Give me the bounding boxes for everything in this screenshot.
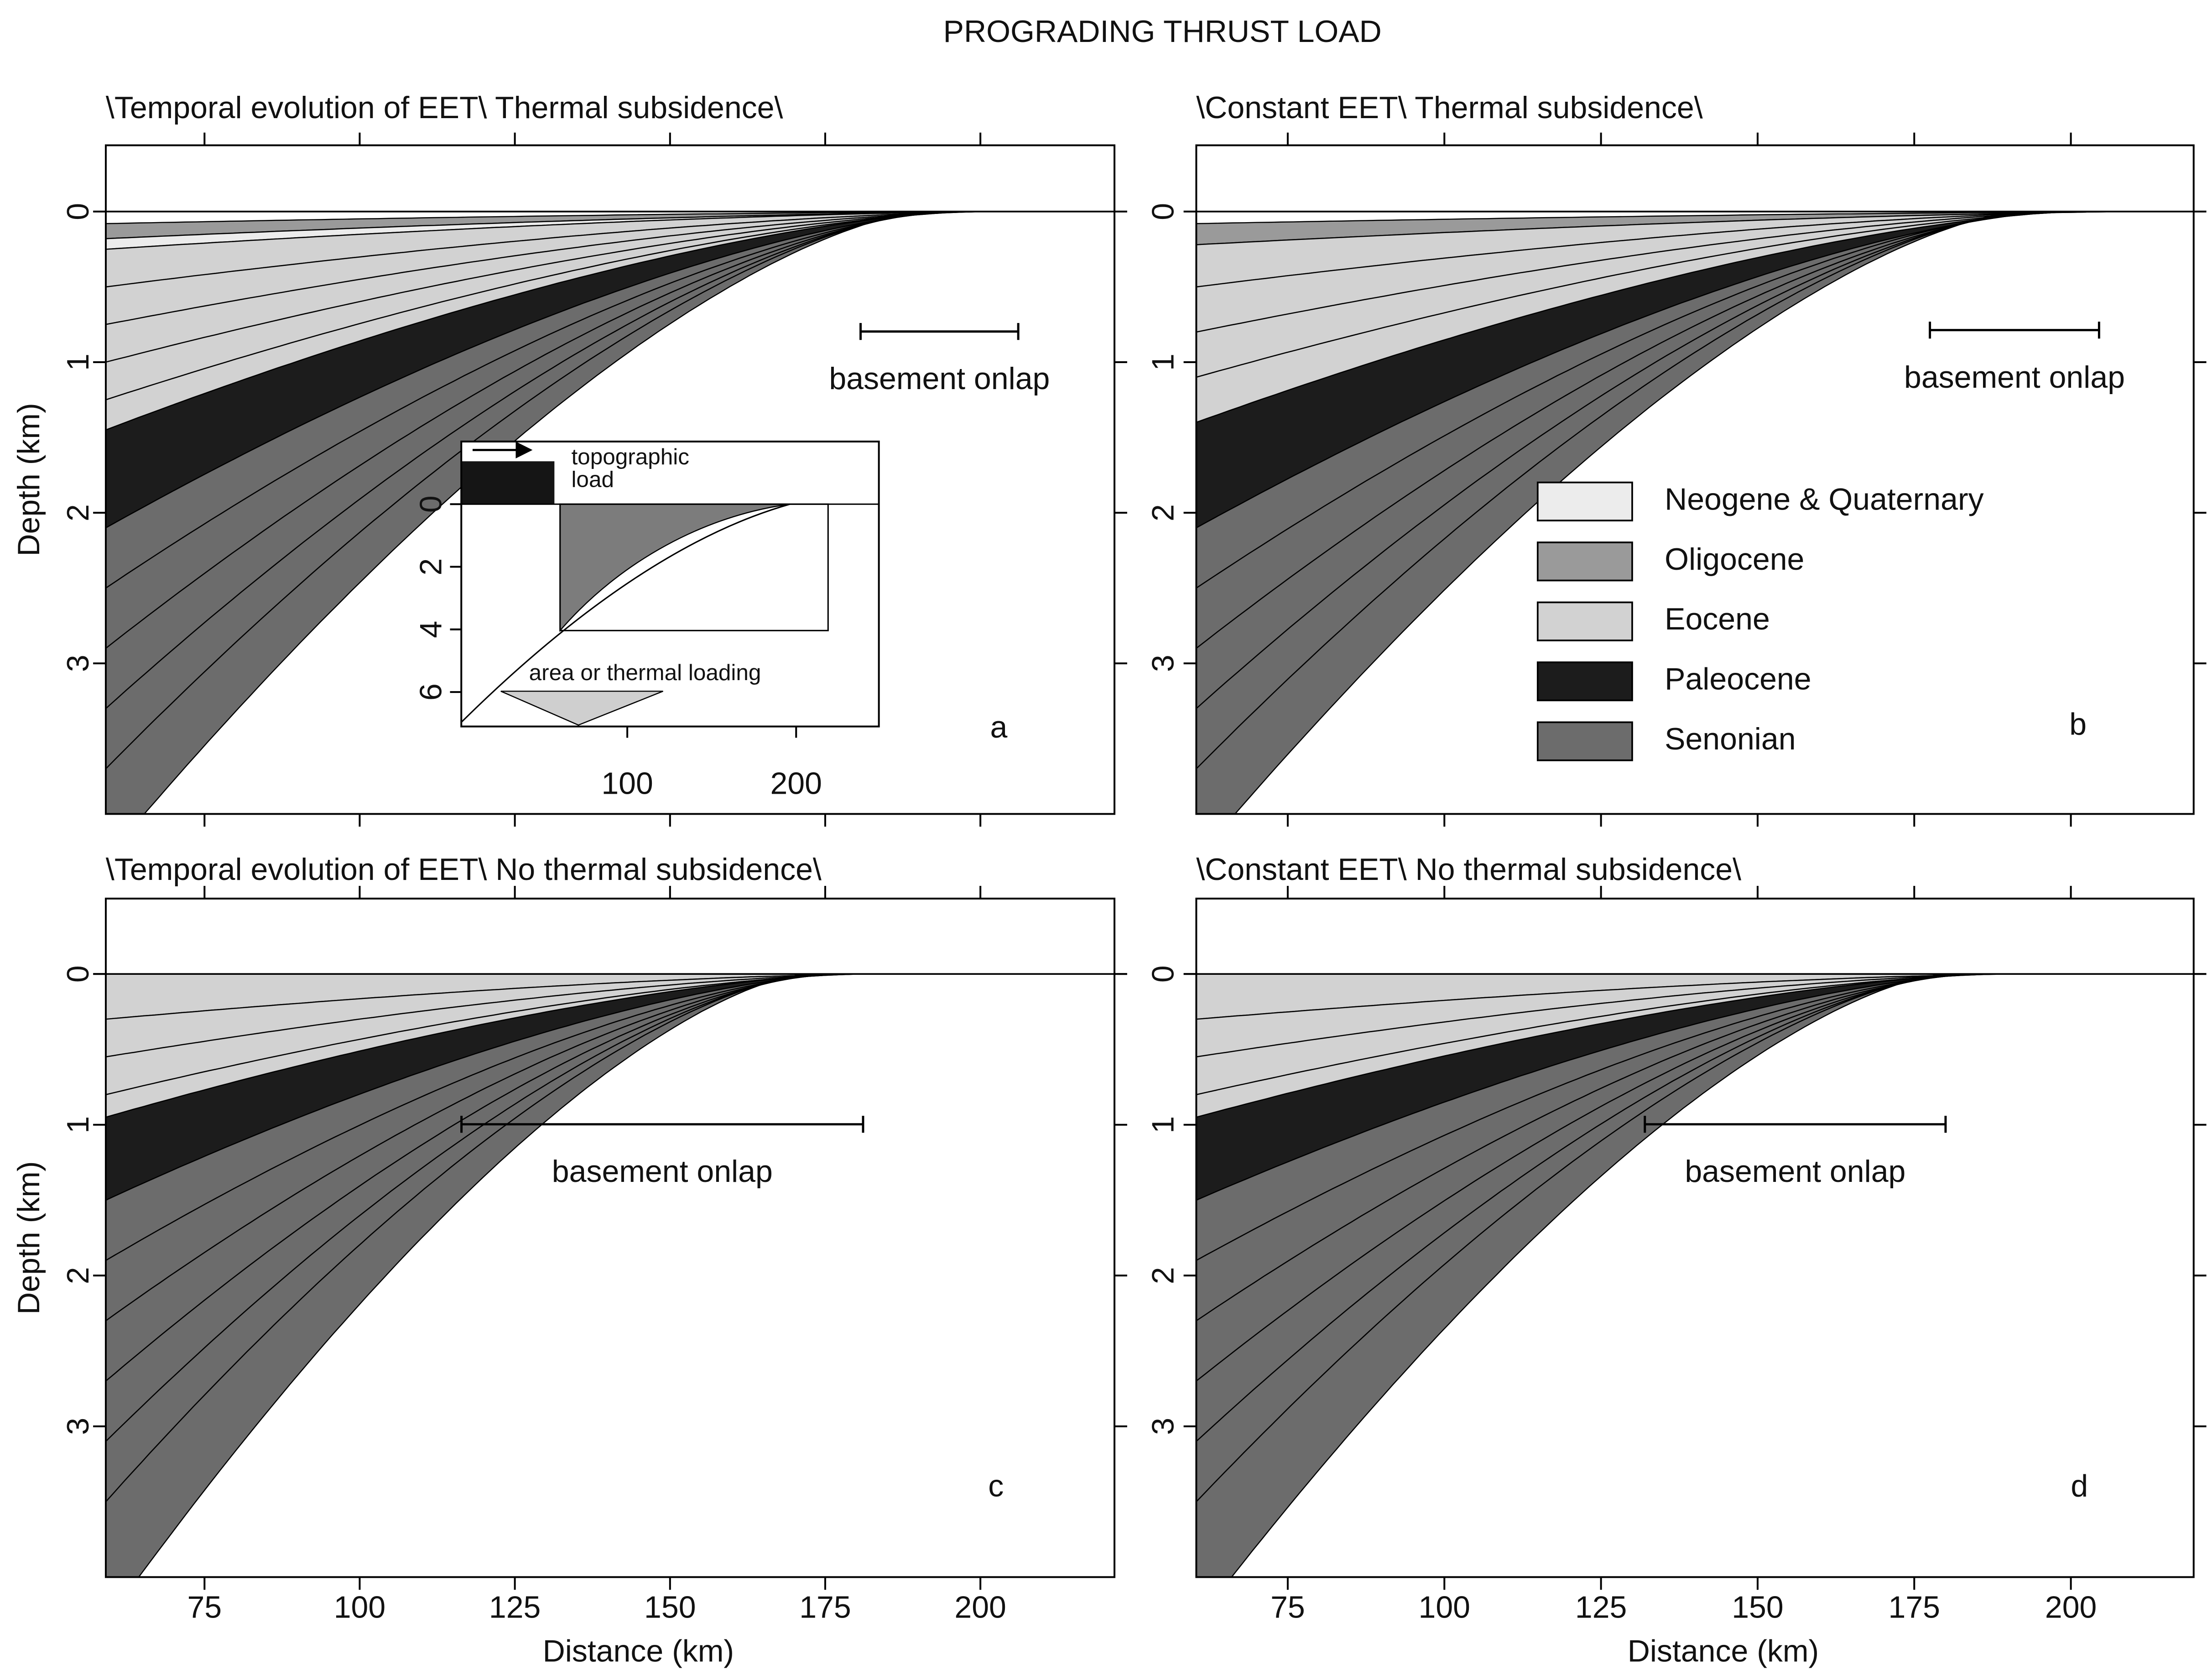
y-tick-label: 1	[1145, 1116, 1180, 1134]
legend-swatch	[1536, 721, 1633, 761]
y-tick-label: 1	[61, 1116, 95, 1134]
x-tick-label: 175	[1889, 1590, 1940, 1624]
inset-basement	[461, 503, 791, 723]
inset-y-tick-label: 6	[413, 683, 448, 701]
onlap-bar	[1644, 1116, 1947, 1133]
x-tick-label: 125	[1575, 1590, 1627, 1624]
strata	[105, 973, 888, 1577]
figure-title: PROGRADING THRUST LOAD	[943, 14, 1382, 49]
y-tick-label: 1	[61, 354, 95, 371]
onlap-label: basement onlap	[552, 1154, 773, 1189]
x-axis-label: Distance (km)	[543, 1633, 734, 1668]
panel-title: \Temporal evolution of EET\ Thermal subs…	[106, 90, 783, 125]
y-tick-label: 2	[61, 504, 95, 521]
y-tick-label: 2	[1145, 1267, 1180, 1284]
onlap-label: basement onlap	[1685, 1154, 1905, 1189]
plot-frame	[104, 144, 1116, 815]
x-tick-label: 200	[954, 1590, 1006, 1624]
y-tick-label: 1	[1145, 354, 1180, 371]
x-axis-label: Distance (km)	[1628, 1633, 1819, 1668]
inset-load-label: load	[571, 467, 614, 492]
legend-label: Eocene	[1665, 602, 1770, 636]
panel-title: \Constant EET\ Thermal subsidence\	[1196, 90, 1702, 125]
panel-title: \Temporal evolution of EET\ No thermal s…	[106, 852, 822, 887]
inset-load-label: topographic	[571, 444, 689, 469]
x-tick-label: 75	[187, 1590, 222, 1624]
legend-label: Senonian	[1665, 722, 1796, 756]
legend-swatch	[1536, 661, 1633, 702]
y-tick-label: 3	[1145, 655, 1180, 672]
inset-y-tick-label: 4	[413, 621, 448, 638]
legend-swatch	[1536, 601, 1633, 641]
y-tick-label: 3	[61, 1418, 95, 1435]
y-tick-label: 3	[61, 655, 95, 672]
y-tick-label: 0	[1145, 203, 1180, 220]
y-tick-label: 2	[1145, 504, 1180, 521]
x-tick-label: 125	[489, 1590, 541, 1624]
panel-title: \Constant EET\ No thermal subsidence\	[1196, 852, 1741, 887]
x-tick-label: 100	[1419, 1590, 1470, 1624]
y-tick-label: 0	[61, 965, 95, 983]
legend-swatch	[1536, 541, 1633, 582]
x-tick-label: 100	[334, 1590, 385, 1624]
strata	[1196, 211, 2165, 814]
onlap-label: basement onlap	[829, 361, 1050, 396]
topographic-load	[461, 461, 555, 505]
onlap-bar	[859, 323, 1020, 340]
plot-frame	[1195, 897, 2195, 1578]
panel-label: c	[988, 1469, 1004, 1503]
legend-label: Neogene & Quaternary	[1665, 482, 1984, 516]
inset-x-tick-label: 200	[770, 766, 822, 801]
x-tick-label: 200	[2045, 1590, 2097, 1624]
plot-frame	[104, 897, 1116, 1578]
legend-label: Oligocene	[1665, 542, 1804, 577]
inset-wedge	[559, 503, 790, 632]
y-axis-label: Depth (km)	[11, 1161, 46, 1314]
onlap-bar	[460, 1116, 864, 1133]
legend-swatch	[1536, 481, 1633, 521]
inset-y-tick-label: 2	[413, 558, 448, 576]
y-tick-label: 0	[1145, 965, 1180, 983]
x-tick-label: 150	[644, 1590, 696, 1624]
y-tick-label: 3	[1145, 1418, 1180, 1435]
y-tick-label: 2	[61, 1267, 95, 1284]
inset-thermal-label: area or thermal loading	[529, 660, 761, 685]
inset-y-tick-label: 0	[413, 495, 448, 513]
thermal-area	[500, 691, 663, 726]
legend-label: Paleocene	[1665, 662, 1811, 697]
panel-label: d	[2071, 1469, 2088, 1503]
y-tick-label: 0	[61, 203, 95, 220]
panel-label: b	[2069, 707, 2087, 742]
onlap-label: basement onlap	[1904, 360, 2125, 395]
x-tick-label: 75	[1270, 1590, 1305, 1624]
inset-frame	[460, 440, 880, 728]
onlap-bar	[1929, 322, 2100, 339]
x-tick-label: 150	[1732, 1590, 1783, 1624]
plot-frame	[1195, 144, 2195, 815]
y-axis-label: Depth (km)	[11, 403, 46, 556]
x-tick-label: 175	[799, 1590, 851, 1624]
panel-label: a	[990, 710, 1008, 744]
inset-x-tick-label: 100	[601, 766, 653, 801]
